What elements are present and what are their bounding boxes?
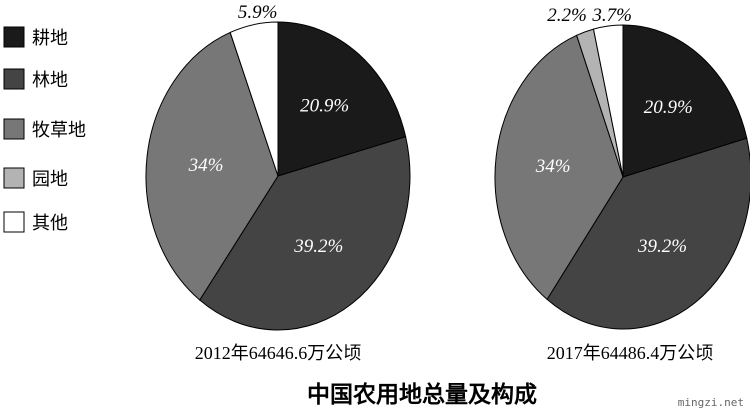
pie-2017: 20.9% 39.2% 34% 2.2% 3.7% [494, 5, 750, 330]
legend-swatch-2 [3, 118, 25, 140]
pie-label-1-2: 34% [535, 156, 571, 177]
pie-label-1-3: 2.2% [547, 5, 587, 26]
legend-swatch-3 [3, 167, 25, 189]
legend-label-1: 林地 [32, 70, 68, 91]
pie-slice-1-0 [622, 24, 748, 178]
legend-swatch-0 [3, 26, 25, 48]
pie-label-0-2: 34% [188, 155, 224, 176]
pie-label-0-4: 5.9% [238, 2, 278, 23]
pie-label-1-1: 39.2% [637, 236, 687, 257]
pie-slice-1-1 [546, 137, 750, 330]
pie-slice-0-1 [199, 136, 411, 331]
pie-label-0-1: 39.2% [293, 236, 343, 257]
pie-label-1-4: 3.7% [591, 5, 632, 26]
pie-2012: 20.9% 39.2% 34% 5.9% [145, 2, 411, 331]
legend: 耕地 林地 牧草地 园地 其他 [3, 26, 86, 234]
pie-label-1-0: 20.9% [644, 97, 693, 118]
legend-label-0: 耕地 [32, 28, 68, 49]
pie-slice-0-2 [145, 31, 279, 301]
legend-swatch-1 [3, 68, 25, 90]
legend-label-3: 园地 [32, 169, 68, 190]
pie-slice-0-4 [229, 21, 279, 177]
chart-title: 中国农用地总量及构成 [307, 381, 537, 408]
legend-swatch-4 [3, 211, 25, 233]
pie-slice-1-4 [592, 24, 624, 178]
caption-2017: 2017年64486.4万公顷 [547, 343, 714, 363]
pie-slice-0-0 [277, 21, 407, 177]
pie-label-0-0: 20.9% [300, 95, 349, 116]
legend-label-4: 其他 [32, 213, 68, 234]
watermark: mingzi.net [678, 396, 744, 409]
legend-label-2: 牧草地 [32, 120, 86, 141]
caption-2012: 2012年64646.6万公顷 [195, 343, 362, 363]
pie-slice-1-2 [494, 34, 624, 301]
